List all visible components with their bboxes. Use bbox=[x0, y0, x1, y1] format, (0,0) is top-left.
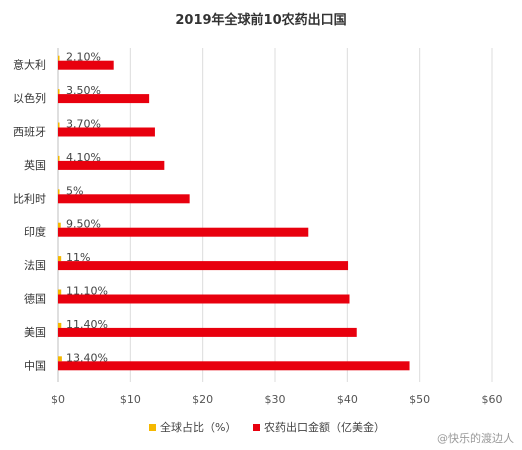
chart-title: 2019年全球前10农药出口国 bbox=[175, 12, 346, 28]
x-tick-label: $40 bbox=[337, 393, 358, 406]
bar-share bbox=[58, 55, 60, 61]
data-label-share: 3.70% bbox=[66, 118, 101, 131]
bar-share bbox=[58, 289, 62, 295]
data-label-share: 11% bbox=[66, 251, 90, 264]
bar-amount bbox=[58, 227, 309, 237]
bar-share bbox=[58, 256, 62, 262]
bar-share bbox=[58, 322, 62, 328]
legend-swatch-share bbox=[149, 424, 156, 431]
data-label-share: 11.10% bbox=[66, 285, 108, 298]
category-label: 印度 bbox=[24, 225, 46, 239]
bar-amount bbox=[58, 160, 165, 170]
legend-label-amount: 农药出口金额（亿美金） bbox=[264, 420, 385, 434]
watermark: @快乐的渡边人 bbox=[437, 431, 514, 445]
legend-label-share: 全球占比（%） bbox=[160, 420, 236, 434]
category-label: 西班牙 bbox=[13, 126, 46, 139]
category-label: 以色列 bbox=[13, 91, 46, 105]
data-label-share: 2.10% bbox=[66, 51, 101, 64]
bar-share bbox=[58, 122, 60, 128]
bar-amount bbox=[58, 261, 349, 271]
category-label: 比利时 bbox=[13, 192, 46, 205]
bar-amount bbox=[58, 127, 155, 137]
bar-share bbox=[58, 155, 60, 161]
bar-share bbox=[58, 189, 60, 195]
bar-share bbox=[58, 89, 60, 95]
bar-amount bbox=[58, 94, 150, 104]
category-label: 英国 bbox=[24, 158, 46, 172]
category-label: 中国 bbox=[24, 359, 46, 372]
x-tick-label: $10 bbox=[120, 393, 141, 406]
data-label-share: 3.50% bbox=[66, 84, 101, 97]
bar-amount bbox=[58, 361, 410, 371]
data-label-share: 11.40% bbox=[66, 318, 108, 331]
x-tick-label: $0 bbox=[51, 393, 65, 406]
x-tick-label: $30 bbox=[265, 393, 286, 406]
bar-share bbox=[58, 222, 61, 228]
bar-amount bbox=[58, 294, 350, 304]
category-label: 美国 bbox=[24, 326, 46, 339]
bar-amount bbox=[58, 194, 190, 204]
data-label-share: 4.10% bbox=[66, 151, 101, 164]
legend: 全球占比（%） 农药出口金额（亿美金） bbox=[149, 420, 385, 434]
data-label-share: 9.50% bbox=[66, 218, 101, 231]
gridlines bbox=[57, 48, 493, 382]
x-tick-label: $50 bbox=[409, 393, 430, 406]
category-label: 法国 bbox=[24, 258, 46, 272]
legend-swatch-amount bbox=[253, 424, 260, 431]
data-label-share: 5% bbox=[66, 184, 83, 197]
bar-amount bbox=[58, 327, 357, 337]
bar-share bbox=[58, 356, 62, 362]
bar-amount bbox=[58, 60, 114, 70]
x-tick-labels: $0 $10 $20 $30 $40 $50 $60 bbox=[51, 393, 503, 406]
bars: 2.10% 3.50% 3.70% 4.10% 5% 9.50% 11% 11.10% 11.4… bbox=[58, 51, 410, 371]
data-label-share: 13.40% bbox=[66, 351, 108, 364]
category-label: 德国 bbox=[24, 292, 46, 306]
x-tick-label: $20 bbox=[192, 393, 213, 406]
x-tick-label: $60 bbox=[482, 393, 503, 406]
category-label: 意大利 bbox=[13, 58, 46, 72]
